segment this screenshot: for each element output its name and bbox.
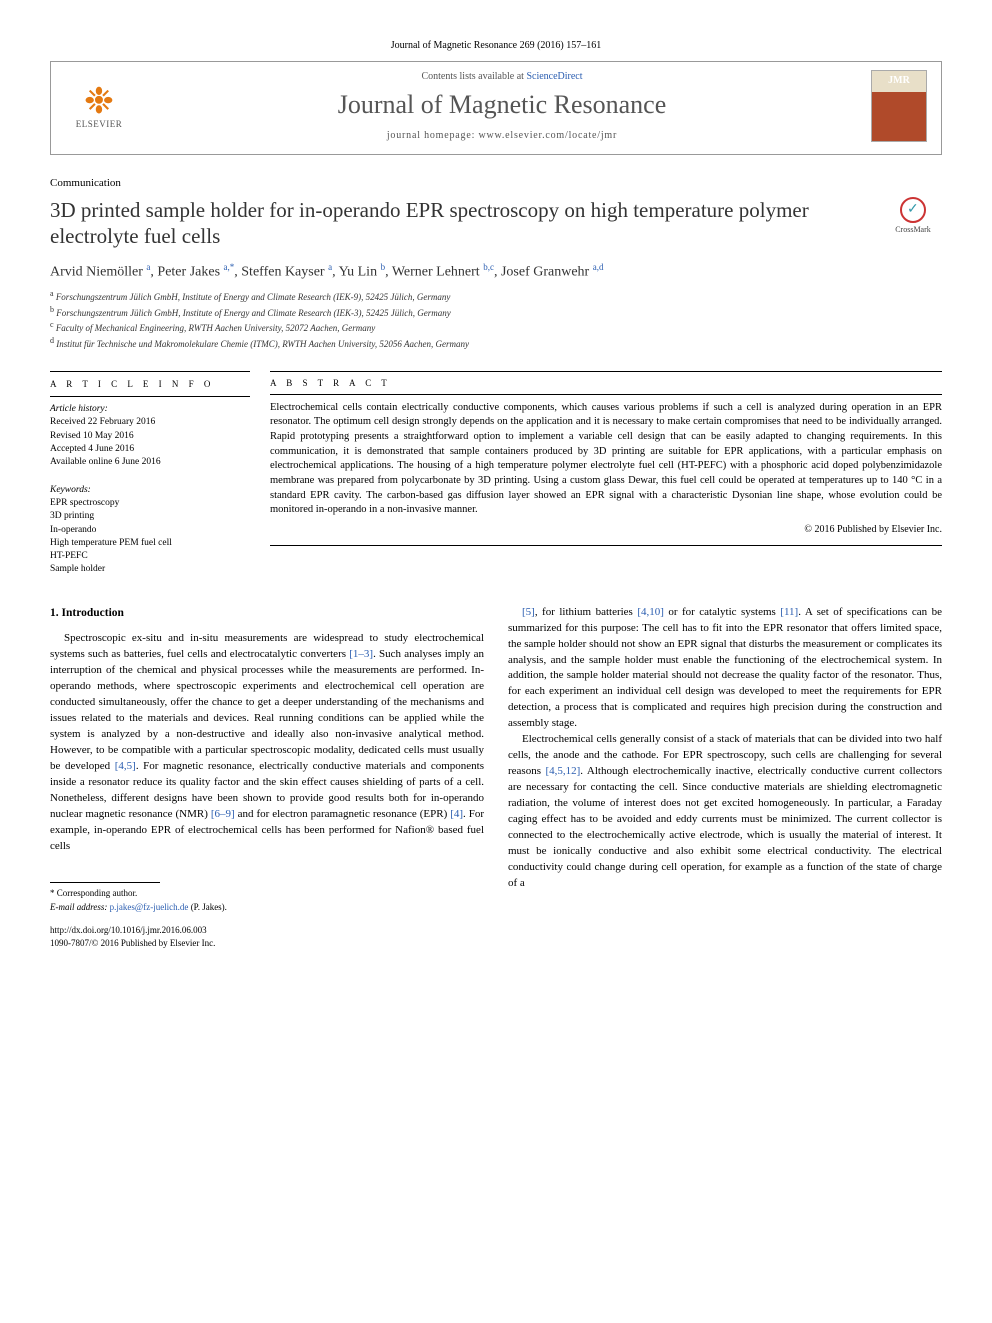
- section-label: Communication: [50, 177, 942, 189]
- sciencedirect-link[interactable]: ScienceDirect: [526, 71, 582, 82]
- elsevier-tree-icon: ❉: [65, 83, 133, 119]
- history-item: Accepted 4 June 2016: [50, 443, 250, 456]
- doi-link[interactable]: http://dx.doi.org/10.1016/j.jmr.2016.06.…: [50, 925, 207, 935]
- corresponding-label: * Corresponding author.: [50, 887, 484, 900]
- journal-cover-thumb[interactable]: JMR: [871, 70, 927, 142]
- email-line: E-mail address: p.jakes@fz-juelich.de (P…: [50, 901, 484, 914]
- crossmark-icon: [900, 197, 926, 223]
- affiliations: a Forschungszentrum Jülich GmbH, Institu…: [50, 288, 942, 350]
- elsevier-label: ELSEVIER: [65, 119, 133, 129]
- article-info-heading: A R T I C L E I N F O: [50, 378, 250, 391]
- abstract-copyright: © 2016 Published by Elsevier Inc.: [270, 524, 942, 535]
- author-list: Arvid Niemöller a, Peter Jakes a,*, Stef…: [50, 262, 942, 281]
- affiliation-a: Forschungszentrum Jülich GmbH, Institute…: [56, 292, 451, 302]
- citation-ref[interactable]: [4,5,12]: [545, 765, 580, 777]
- corresponding-email-link[interactable]: p.jakes@fz-juelich.de: [110, 902, 189, 912]
- article-title: 3D printed sample holder for in-operando…: [50, 197, 872, 250]
- column-left: 1. Introduction Spectroscopic ex-situ an…: [50, 605, 484, 950]
- abstract: A B S T R A C T Electrochemical cells co…: [270, 365, 942, 577]
- citation-ref[interactable]: [4]: [450, 808, 463, 820]
- citation-ref[interactable]: [1–3]: [349, 648, 373, 660]
- journal-name: Journal of Magnetic Resonance: [133, 90, 871, 120]
- cover-label: JMR: [872, 71, 926, 86]
- journal-homepage[interactable]: journal homepage: www.elsevier.com/locat…: [133, 130, 871, 141]
- history-label: Article history:: [50, 403, 250, 416]
- citation-volume: 269 (2016) 157–161: [520, 40, 602, 51]
- citation-ref[interactable]: [4,5]: [115, 760, 136, 772]
- abstract-text: Electrochemical cells contain electrical…: [270, 401, 942, 519]
- citation-ref[interactable]: [4,10]: [637, 606, 664, 618]
- header-center: Contents lists available at ScienceDirec…: [133, 71, 871, 141]
- affiliation-d: Institut für Technische und Makromolekul…: [56, 339, 469, 349]
- corresponding-footer: * Corresponding author. E-mail address: …: [50, 882, 484, 913]
- history-item: Received 22 February 2016: [50, 416, 250, 429]
- article-info: A R T I C L E I N F O Article history: R…: [50, 365, 250, 577]
- journal-header: ❉ ELSEVIER Contents lists available at S…: [50, 61, 942, 155]
- keywords-label: Keywords:: [50, 484, 250, 497]
- column-right: [5], for lithium batteries [4,10] or for…: [508, 605, 942, 950]
- citation-ref[interactable]: [6–9]: [211, 808, 235, 820]
- citation-ref[interactable]: [5]: [522, 606, 535, 618]
- keywords-list: EPR spectroscopy3D printingIn-operandoHi…: [50, 497, 250, 577]
- affiliation-b: Forschungszentrum Jülich GmbH, Institute…: [56, 308, 451, 318]
- intro-heading: 1. Introduction: [50, 605, 484, 622]
- crossmark-badge[interactable]: CrossMark: [884, 197, 942, 234]
- keyword-item: In-operando: [50, 524, 250, 537]
- keyword-item: 3D printing: [50, 510, 250, 523]
- keyword-item: Sample holder: [50, 563, 250, 576]
- intro-para-3: Electrochemical cells generally consist …: [508, 732, 942, 891]
- crossmark-label: CrossMark: [895, 225, 931, 234]
- citation-ref[interactable]: [11]: [780, 606, 798, 618]
- issn-line: 1090-7807/© 2016 Published by Elsevier I…: [50, 938, 215, 948]
- keyword-item: HT-PEFC: [50, 550, 250, 563]
- citation-line: Journal of Magnetic Resonance 269 (2016)…: [50, 40, 942, 51]
- keyword-item: High temperature PEM fuel cell: [50, 537, 250, 550]
- history-list: Received 22 February 2016Revised 10 May …: [50, 416, 250, 469]
- keyword-item: EPR spectroscopy: [50, 497, 250, 510]
- history-item: Revised 10 May 2016: [50, 430, 250, 443]
- abstract-heading: A B S T R A C T: [270, 378, 942, 388]
- intro-para-1: Spectroscopic ex-situ and in-situ measur…: [50, 631, 484, 854]
- history-item: Available online 6 June 2016: [50, 456, 250, 469]
- doi-block: http://dx.doi.org/10.1016/j.jmr.2016.06.…: [50, 924, 484, 950]
- citation-journal[interactable]: Journal of Magnetic Resonance: [391, 40, 517, 51]
- elsevier-logo[interactable]: ❉ ELSEVIER: [65, 83, 133, 129]
- contents-line: Contents lists available at ScienceDirec…: [133, 71, 871, 82]
- body-columns: 1. Introduction Spectroscopic ex-situ an…: [50, 605, 942, 950]
- intro-para-2: [5], for lithium batteries [4,10] or for…: [508, 605, 942, 733]
- affiliation-c: Faculty of Mechanical Engineering, RWTH …: [56, 323, 375, 333]
